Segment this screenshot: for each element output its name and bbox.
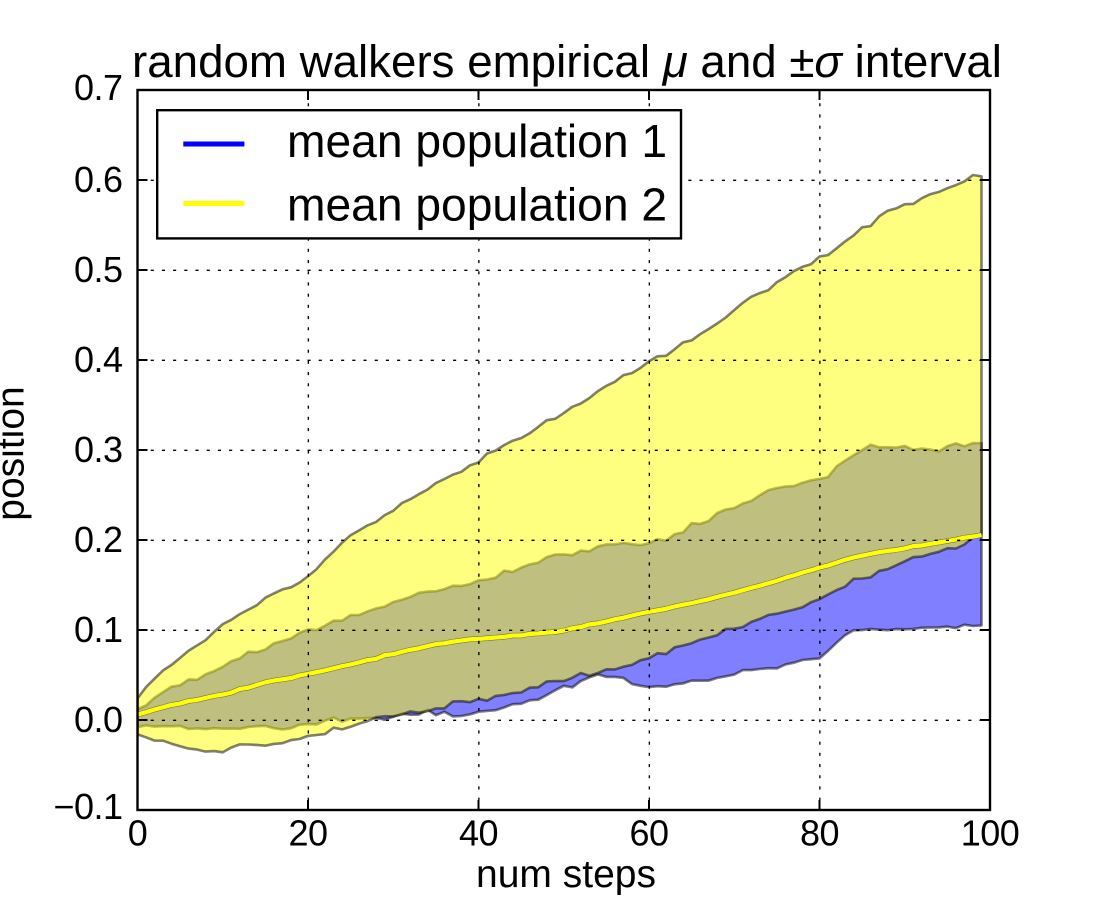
svg-text:0.1: 0.1 bbox=[74, 609, 123, 650]
svg-text:random walkers empirical μ and: random walkers empirical μ and ±σ interv… bbox=[132, 36, 1002, 87]
svg-text:mean population 1: mean population 1 bbox=[287, 115, 667, 167]
svg-text:60: 60 bbox=[629, 813, 668, 854]
svg-text:position: position bbox=[0, 386, 33, 520]
svg-text:40: 40 bbox=[459, 813, 498, 854]
svg-text:80: 80 bbox=[800, 813, 839, 854]
svg-text:0.4: 0.4 bbox=[74, 339, 123, 380]
svg-text:0.5: 0.5 bbox=[74, 249, 123, 290]
svg-text:100: 100 bbox=[961, 813, 1020, 854]
svg-text:−0.1: −0.1 bbox=[53, 786, 122, 827]
svg-text:0.3: 0.3 bbox=[74, 429, 123, 470]
svg-text:0.7: 0.7 bbox=[74, 67, 123, 108]
svg-text:0: 0 bbox=[128, 813, 148, 854]
svg-text:num steps: num steps bbox=[476, 853, 656, 896]
svg-text:mean population 2: mean population 2 bbox=[287, 179, 667, 231]
svg-text:20: 20 bbox=[288, 813, 327, 854]
svg-text:0.6: 0.6 bbox=[74, 159, 123, 200]
svg-text:0.2: 0.2 bbox=[74, 519, 123, 560]
svg-text:0.0: 0.0 bbox=[74, 699, 123, 740]
